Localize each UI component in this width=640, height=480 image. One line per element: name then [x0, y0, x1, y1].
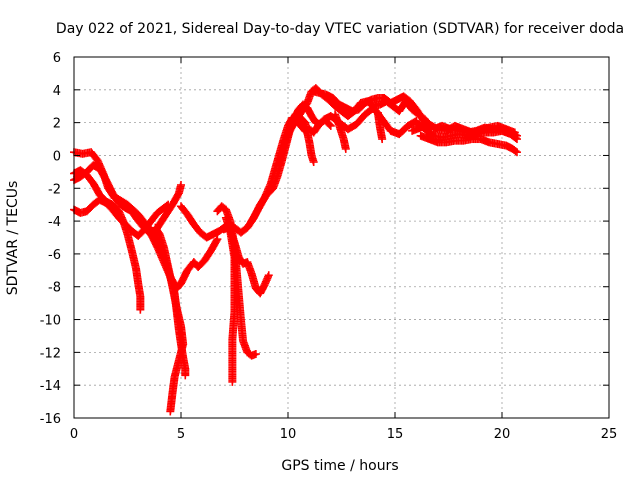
y-tick-label: 0 — [53, 149, 61, 164]
y-tick-label: -6 — [48, 248, 61, 263]
data-point-marker — [510, 128, 519, 137]
y-axis-label: SDTVAR / TECUs — [5, 181, 21, 296]
data-markers — [70, 84, 521, 416]
data-point-marker — [213, 235, 222, 244]
data-point-marker — [181, 371, 190, 380]
x-tick-label: 0 — [70, 427, 78, 442]
axis-ticks: 0 5 10 15 20 25 -16 -14 -12 -10 -8 -6 -4 -2 0 2 4 6 — [40, 51, 618, 442]
data-point-marker — [512, 135, 521, 144]
data-point-marker — [512, 148, 521, 157]
data-point-marker — [378, 135, 387, 144]
y-tick-label: -2 — [48, 182, 61, 197]
data-point-marker — [228, 377, 237, 386]
plot-frame — [73, 56, 610, 419]
data-point-marker — [309, 158, 318, 167]
data-point-marker — [341, 144, 350, 153]
data-point-marker — [177, 180, 185, 189]
data-point-marker — [325, 120, 334, 129]
data-point-marker — [251, 350, 260, 359]
y-tick-label: 2 — [53, 117, 61, 132]
y-tick-label: -14 — [40, 379, 61, 394]
x-tick-label: 25 — [601, 427, 618, 442]
y-tick-label: -8 — [48, 281, 61, 296]
grid-lines — [74, 57, 609, 418]
data-point-marker — [326, 121, 335, 130]
data-point-marker — [511, 134, 520, 143]
y-tick-label: -4 — [48, 215, 61, 230]
x-tick-label: 20 — [494, 427, 511, 442]
data-point-marker — [166, 407, 175, 416]
y-tick-label: 4 — [53, 84, 61, 99]
y-tick-label: -10 — [40, 314, 61, 329]
x-axis-label: GPS time / hours — [281, 458, 398, 474]
y-tick-label: -16 — [40, 412, 61, 427]
y-tick-label: 6 — [53, 51, 61, 66]
x-tick-label: 5 — [177, 427, 185, 442]
x-tick-label: 15 — [387, 427, 404, 442]
y-tick-label: -12 — [40, 346, 61, 361]
data-point-marker — [264, 271, 273, 280]
data-point-marker — [136, 305, 145, 314]
chart-title: Day 022 of 2021, Sidereal Day-to-day VTE… — [56, 21, 624, 37]
x-tick-label: 10 — [280, 427, 297, 442]
